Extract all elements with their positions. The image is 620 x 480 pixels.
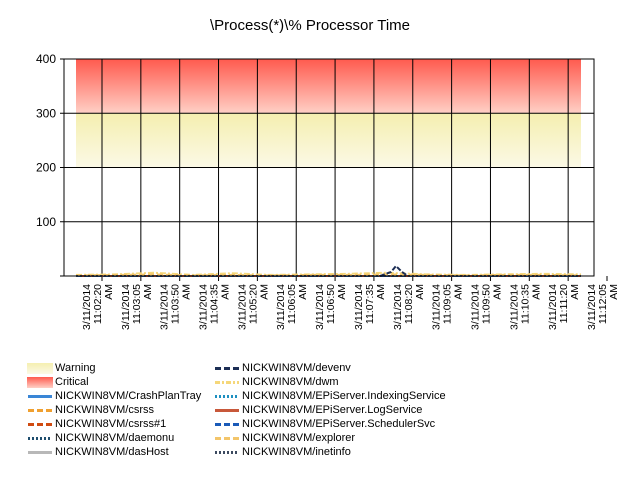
legend-label: NICKWIN8VM/EPiServer.LogService (242, 404, 423, 416)
legend-label: NICKWIN8VM/CrashPlanTray (55, 390, 202, 402)
legend-item: Critical (27, 375, 201, 389)
x-tick-label: 11:07:35 (364, 284, 376, 324)
x-tick-label: 11:02:20 (92, 284, 104, 324)
x-tick-label: AM (336, 284, 348, 300)
x-tick-label: 11:09:50 (480, 284, 492, 324)
legend-swatch-line (215, 394, 239, 398)
x-tick-label: 3/11/2014 (353, 284, 365, 330)
x-tick-label: 11:12:05 (597, 284, 609, 324)
legend-label: NICKWIN8VM/EPiServer.SchedulerSvc (242, 418, 436, 430)
legend-label: NICKWIN8VM/devenv (242, 362, 351, 374)
x-tick-label: 3/11/2014 (120, 284, 132, 330)
x-tick-label: AM (220, 284, 232, 300)
x-tick-label: 3/11/2014 (159, 284, 171, 330)
band-critical (76, 59, 581, 114)
legend-swatch-line (28, 408, 52, 412)
x-tick-label: 11:03:50 (170, 284, 182, 324)
x-tick-label: AM (608, 284, 620, 300)
legend-item: NICKWIN8VM/dasHost (27, 445, 201, 459)
legend-item: NICKWIN8VM/csrss (27, 403, 201, 417)
x-tick-label: 3/11/2014 (469, 284, 481, 330)
chart-title: \Process(*)\% Processor Time (210, 17, 410, 34)
x-tick-label: 3/11/2014 (547, 284, 559, 330)
y-tick-label: 200 (36, 161, 56, 175)
legend-label: NICKWIN8VM/daemonu (55, 432, 175, 444)
legend-swatch-line (215, 436, 239, 440)
x-tick-label: AM (569, 284, 581, 300)
y-tick-label: 400 (36, 52, 56, 66)
legend-label: NICKWIN8VM/csrss#1 (55, 418, 167, 430)
band-warning (76, 113, 581, 168)
x-tick-label: 3/11/2014 (81, 284, 93, 330)
legend-item: NICKWIN8VM/daemonu (27, 431, 201, 445)
legend-item: NICKWIN8VM/dwm (214, 375, 446, 389)
legend-label: NICKWIN8VM/dasHost (55, 446, 169, 458)
x-tick-label: 3/11/2014 (431, 284, 443, 330)
x-tick-label: AM (297, 284, 309, 300)
legend-swatch-line (28, 422, 52, 426)
x-tick-label: 11:06:50 (325, 284, 337, 324)
legend-swatch-warning (27, 362, 53, 374)
x-tick-label: 11:06:05 (286, 284, 298, 324)
legend-item: Warning (27, 361, 201, 375)
legend-item: NICKWIN8VM/EPiServer.IndexingService (214, 389, 446, 403)
legend-item: NICKWIN8VM/devenv (214, 361, 446, 375)
legend-item: NICKWIN8VM/CrashPlanTray (27, 389, 201, 403)
series-line (75, 273, 582, 277)
legend-swatch-line (215, 380, 239, 384)
x-tick-label: AM (375, 284, 387, 300)
legend-label: NICKWIN8VM/csrss (55, 404, 154, 416)
x-tick-label: AM (142, 284, 154, 300)
y-tick-label: 100 (36, 215, 56, 229)
y-tick-label: 300 (36, 106, 56, 120)
legend-item: NICKWIN8VM/EPiServer.LogService (214, 403, 446, 417)
series-spike (379, 264, 409, 277)
legend-column-1: Warning Critical NICKWIN8VM/CrashPlanTray N… (27, 361, 201, 459)
x-tick-label: AM (414, 284, 426, 300)
x-tick-label: 3/11/2014 (236, 284, 248, 330)
plot-area-border (63, 58, 595, 277)
legend-item: NICKWIN8VM/explorer (214, 431, 446, 445)
x-tick-label: 11:08:20 (403, 284, 415, 324)
x-tick-label: 3/11/2014 (314, 284, 326, 330)
legend-label: NICKWIN8VM/explorer (242, 432, 356, 444)
x-tick-label: 11:11:20 (558, 284, 570, 323)
legend-swatch-line (215, 422, 239, 426)
x-tick-label: AM (103, 284, 115, 300)
legend-label: Critical (55, 376, 89, 388)
x-tick-label: 11:03:05 (131, 284, 143, 324)
legend-label: NICKWIN8VM/EPiServer.IndexingService (242, 390, 446, 402)
x-tick-label: AM (530, 284, 542, 300)
legend-label: Warning (55, 362, 96, 374)
x-tick-label: 3/11/2014 (586, 284, 598, 330)
legend-label: NICKWIN8VM/inetinfo (242, 446, 351, 458)
legend-swatch-line (28, 394, 52, 398)
x-tick-label: 3/11/2014 (275, 284, 287, 330)
x-tick-label: 11:04:35 (209, 284, 221, 324)
x-tick-label: AM (181, 284, 193, 300)
legend-item: NICKWIN8VM/csrss#1 (27, 417, 201, 431)
x-tick-label: 3/11/2014 (198, 284, 210, 330)
legend-label: NICKWIN8VM/dwm (242, 376, 339, 388)
x-tick-label: 3/11/2014 (392, 284, 404, 330)
x-tick-label: AM (258, 284, 270, 300)
x-tick-label: AM (491, 284, 503, 300)
x-tick-label: 11:09:05 (442, 284, 454, 324)
legend-swatch-line (215, 366, 239, 370)
legend-swatch-critical (27, 376, 53, 388)
legend-column-2: NICKWIN8VM/devenv NICKWIN8VM/dwm NICKWIN8V… (214, 361, 446, 459)
x-tick-label: 11:10:35 (519, 284, 531, 324)
legend-item: NICKWIN8VM/EPiServer.SchedulerSvc (214, 417, 446, 431)
x-tick-label: 11:05:20 (247, 284, 259, 324)
legend-swatch-line (28, 450, 52, 454)
x-tick-label: 3/11/2014 (508, 284, 520, 330)
legend-swatch-line (215, 408, 239, 412)
x-tick-label: AM (453, 284, 465, 300)
legend-item: NICKWIN8VM/inetinfo (214, 445, 446, 459)
legend-swatch-line (215, 450, 239, 454)
legend-swatch-line (28, 436, 52, 440)
